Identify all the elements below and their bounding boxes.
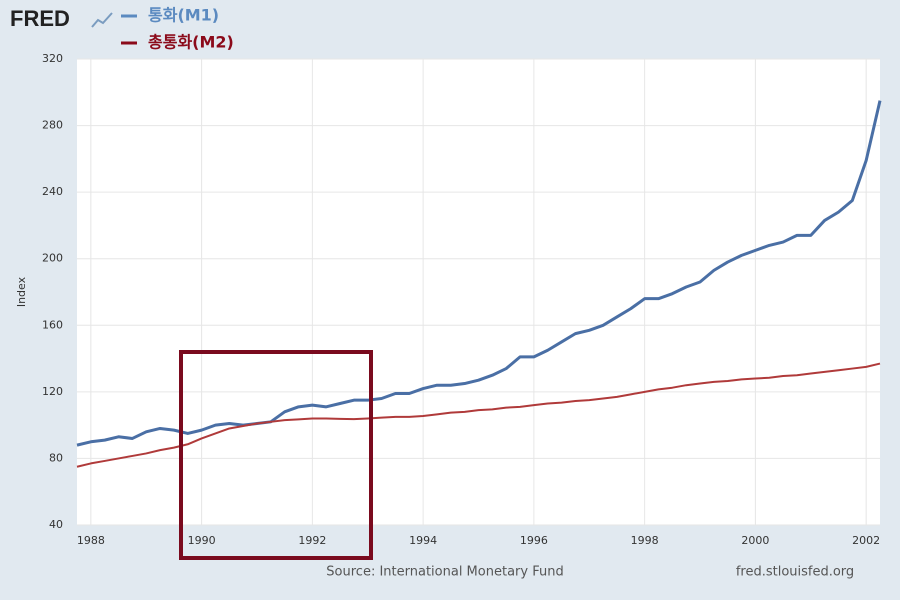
x-tick-label: 2002 bbox=[852, 534, 880, 547]
x-tick-label: 1992 bbox=[298, 534, 326, 547]
x-tick-label: 1990 bbox=[188, 534, 216, 547]
series-line bbox=[76, 362, 881, 468]
x-tick-label: 1998 bbox=[631, 534, 659, 547]
y-tick-label: 160 bbox=[42, 318, 63, 331]
logo: FRED bbox=[10, 6, 70, 31]
legend-label: 총통화(M2) bbox=[148, 33, 234, 52]
highlight-box bbox=[179, 350, 373, 560]
site-url[interactable]: fred.stlouisfed.org bbox=[736, 565, 854, 580]
y-tick-label: 120 bbox=[42, 385, 63, 398]
y-tick-label: 320 bbox=[42, 52, 63, 65]
series-line bbox=[76, 100, 882, 447]
y-tick-label: 280 bbox=[42, 119, 63, 132]
plot: 40 80 120 160 200 240 280 320 1988 1990 1992 1994 19… bbox=[42, 52, 882, 547]
y-axis-label: Index bbox=[15, 276, 28, 307]
x-tick-label: 1994 bbox=[409, 534, 437, 547]
source: Source: International Monetary Fund bbox=[326, 565, 563, 580]
x-tick-label: 2000 bbox=[741, 534, 769, 547]
x-tick-label: 1988 bbox=[77, 534, 105, 547]
y-tick-label: 200 bbox=[42, 252, 63, 265]
x-tick-label: 1996 bbox=[520, 534, 548, 547]
legend-label: 통화(M1) bbox=[148, 6, 219, 25]
y-tick-label: 40 bbox=[49, 518, 63, 531]
plot-area bbox=[77, 59, 880, 525]
y-tick-label: 80 bbox=[49, 451, 63, 464]
y-tick-label: 240 bbox=[42, 185, 63, 198]
logo-icon bbox=[91, 12, 113, 28]
